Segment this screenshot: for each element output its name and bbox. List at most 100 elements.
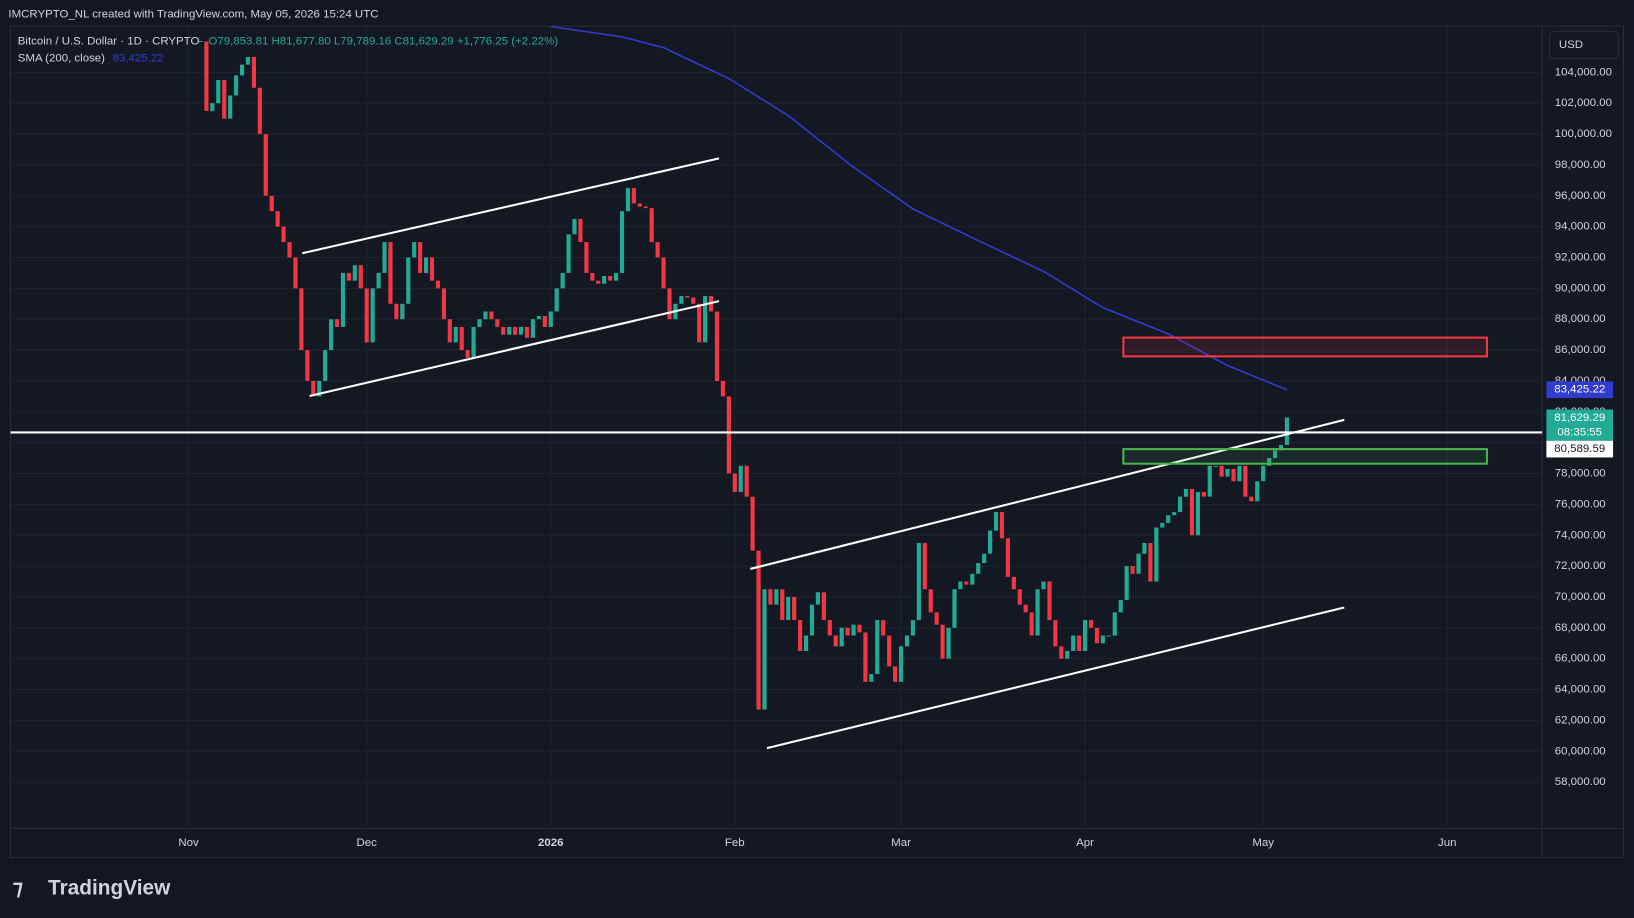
candle [465,350,470,358]
y-tick-label: 76,000.00 [1555,498,1606,510]
candle [596,280,601,284]
candle [1201,492,1206,497]
candle [329,319,334,351]
support-zone [1122,448,1489,465]
candle [1195,492,1200,536]
currency[interactable]: USD [1559,39,1583,51]
candle [388,242,393,304]
last-price: 81,629.29 [1554,412,1605,424]
candle [1106,635,1111,637]
candle [685,296,690,298]
candle [952,589,957,628]
candle [518,326,524,335]
candle [798,620,803,651]
last-price-tag [1546,409,1614,441]
candle [340,272,346,327]
candle [726,396,731,474]
trendline [302,157,720,255]
candle [584,242,589,273]
candle [513,326,518,335]
candle [697,303,702,343]
candle [400,303,405,320]
candle [1124,566,1129,601]
candle [875,620,880,675]
candle [845,627,850,636]
candle [904,635,910,647]
y-tick-label: 74,000.00 [1555,529,1606,541]
candle [1160,522,1165,528]
candle [750,496,755,551]
y-tick-label: 66,000.00 [1555,653,1606,665]
candle [222,80,227,119]
candle [489,311,494,320]
candle [922,542,927,590]
y-tick-label: 62,000.00 [1555,714,1606,726]
candle [1029,612,1034,636]
candle [1094,627,1100,644]
candle [477,319,482,327]
candle [1207,465,1212,497]
candle [524,326,530,338]
candle [1023,604,1028,613]
candle [643,206,648,209]
candle [216,80,221,104]
candle [257,87,262,135]
candle [1261,465,1266,482]
candle [334,319,340,327]
y-tick-label: 72,000.00 [1555,560,1606,572]
x-tick-label: 2026 [538,837,563,849]
candle [578,218,583,243]
candle [281,226,286,243]
currency-button[interactable] [1549,30,1619,59]
x-tick-label: May [1252,837,1274,849]
candle [780,589,785,621]
candle [946,627,951,659]
candle [1118,600,1123,613]
trendline [750,418,1345,570]
candle [311,380,316,397]
candle [881,620,886,636]
candle [530,319,536,338]
x-tick-label: Dec [357,837,378,849]
candle [774,589,779,605]
candle [703,296,708,343]
candle [1148,542,1153,582]
candle [554,288,559,312]
candle [815,592,821,605]
candle [631,188,636,204]
candle [803,635,809,651]
candle [1053,620,1058,647]
candle [501,326,506,335]
candle [613,272,619,281]
candle [893,666,898,682]
candle [637,203,642,207]
candle [1136,553,1141,574]
candle [792,596,797,621]
y-tick-label: 86,000.00 [1555,344,1606,356]
candle [602,276,607,284]
candle [786,596,791,621]
candle [441,288,446,320]
candle [679,296,684,304]
credit: IMCRYPTO_NL created with TradingView.com… [8,9,378,21]
candle [863,632,868,682]
candle [346,272,351,281]
candle [352,265,357,281]
candle [833,635,838,647]
candle [910,620,915,636]
candle [839,627,844,647]
candle [251,56,256,88]
line-tag [1546,440,1614,458]
candle [940,624,945,659]
y-tick-label: 70,000.00 [1555,591,1606,603]
candle [827,620,832,636]
candle [916,542,921,621]
candle [1005,538,1010,577]
candle [732,473,737,493]
candle [768,589,773,605]
candle [1177,496,1183,513]
candle [1255,481,1260,502]
y-tick-label: 64,000.00 [1555,684,1606,696]
candle [483,311,488,320]
candle [453,326,458,343]
